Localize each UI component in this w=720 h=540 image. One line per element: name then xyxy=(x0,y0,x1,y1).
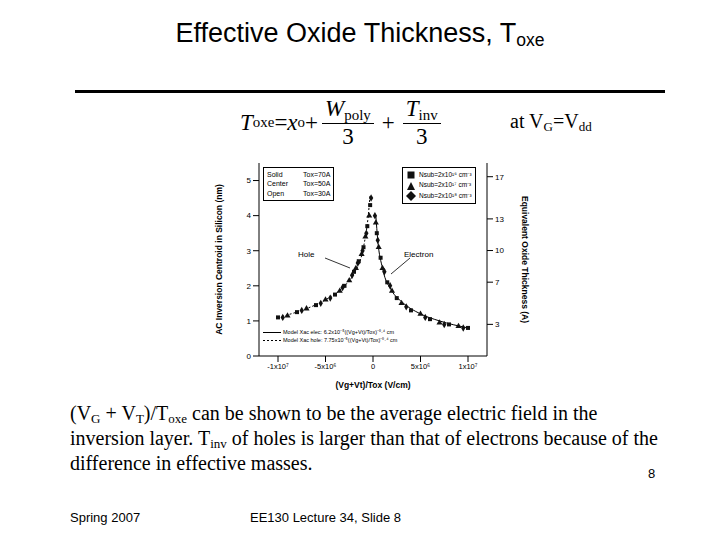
html-text:Tox=30A: Tox=30A xyxy=(303,189,331,197)
html-text:EE130 Lecture 34, Slide 8: EE130 Lecture 34, Slide 8 xyxy=(250,510,402,525)
html-text:Wpoly: Wpoly xyxy=(325,96,371,123)
svg-text:10: 10 xyxy=(495,246,504,255)
html-text:Center: Center xyxy=(267,180,288,188)
html-text:Open: Open xyxy=(267,189,285,197)
html-text:Tox=50A: Tox=50A xyxy=(303,180,331,188)
html-text:Model Xac hole: 7.75x10⁻⁵((Vg+: Model Xac hole: 7.75x10⁻⁵((Vg+Vt)/Tox)⁻⁰… xyxy=(283,337,398,344)
svg-text:5: 5 xyxy=(247,176,252,185)
html-text:Toxe= xo+: Toxe= xo+ xyxy=(240,109,318,135)
html-text:(VG+ VT)/Toxecan be shown to b: (VG+ VT)/Toxecan be shown to be the aver… xyxy=(70,402,658,475)
svg-text:1: 1 xyxy=(247,317,252,326)
svg-text:13: 13 xyxy=(495,215,504,224)
svg-text:2: 2 xyxy=(247,282,252,291)
svg-text:7: 7 xyxy=(495,278,500,287)
html-text:Nsub=2x10¹⁸ cm⁻³: Nsub=2x10¹⁸ cm⁻³ xyxy=(419,191,472,199)
svg-text:0: 0 xyxy=(247,352,252,361)
html-text:Electron: Electron xyxy=(404,250,434,259)
html-text:Hole: Hole xyxy=(298,250,315,259)
svg-text:Equivalent Oxide Thickness (A): Equivalent Oxide Thickness (A) xyxy=(520,196,530,323)
svg-text:4: 4 xyxy=(247,211,252,220)
svg-text:-1x10⁷: -1x10⁷ xyxy=(267,362,289,371)
html-text:3: 3 xyxy=(342,124,354,150)
svg-text:17: 17 xyxy=(495,173,504,182)
svg-text:(Vg+Vt)/Tox (V/cm): (Vg+Vt)/Tox (V/cm) xyxy=(335,380,410,390)
html-text:8: 8 xyxy=(648,466,656,481)
svg-text:3: 3 xyxy=(247,247,252,256)
svg-text:0: 0 xyxy=(371,362,375,371)
html-text:Effective Oxide Thickness, Tox: Effective Oxide Thickness, Toxe xyxy=(175,18,545,51)
html-text:Solid: Solid xyxy=(267,171,283,178)
svg-text:-5x10⁶: -5x10⁶ xyxy=(315,362,337,371)
html-text:Model Xac elec: 6.2x10⁻⁵((Vg+V: Model Xac elec: 6.2x10⁻⁵((Vg+Vt)/Tox)⁻⁰·… xyxy=(283,329,395,335)
html-text:Nsub=2x10¹⁶ cm⁻³: Nsub=2x10¹⁶ cm⁻³ xyxy=(419,171,472,178)
html-text:Tox=70A: Tox=70A xyxy=(303,171,331,178)
svg-text:AC Inversion Centroid in Silic: AC Inversion Centroid in Silicon (nm) xyxy=(214,184,224,335)
html-text:at VG=Vdd: at VG=Vdd xyxy=(510,110,592,135)
svg-text:5x10⁶: 5x10⁶ xyxy=(411,362,430,371)
html-text:3: 3 xyxy=(415,124,428,150)
html-text:Nsub=2x10¹⁷ cm⁻³: Nsub=2x10¹⁷ cm⁻³ xyxy=(419,181,472,189)
html-text:Spring 2007: Spring 2007 xyxy=(70,510,141,525)
svg-text:1x10⁷: 1x10⁷ xyxy=(459,362,478,371)
svg-text:3: 3 xyxy=(495,320,500,329)
html-text:Tinv: Tinv xyxy=(405,96,438,123)
